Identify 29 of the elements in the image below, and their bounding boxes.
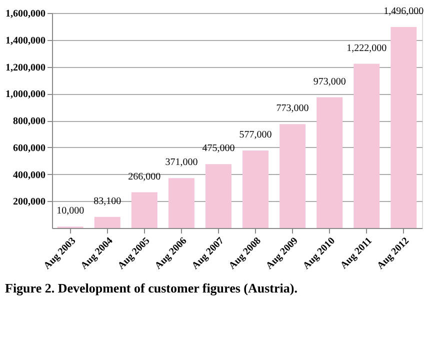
bar — [280, 124, 306, 228]
data-label: 371,000 — [165, 157, 198, 168]
data-label: 10,000 — [56, 206, 84, 217]
bar — [205, 164, 232, 228]
y-tick-label: 800,000 — [13, 116, 46, 127]
y-tick-label: 600,000 — [13, 142, 46, 154]
y-tick-label: 400,000 — [13, 170, 46, 181]
data-label: 83,100 — [94, 196, 122, 207]
data-label: 973,000 — [313, 76, 346, 88]
bar — [94, 216, 120, 228]
x-tick-label: Aug 2011 — [338, 236, 374, 272]
bar — [354, 64, 380, 228]
bar — [242, 150, 269, 228]
data-label: 577,000 — [239, 129, 272, 140]
text: Figure 2. Development of customer figures (Austria). — [5, 280, 298, 296]
data-label: 475,000 — [202, 143, 235, 154]
data-label: 1,222,000 — [346, 42, 387, 54]
y-tick-label: 1,200,000 — [6, 62, 46, 74]
bar — [168, 178, 194, 228]
data-label: 773,000 — [276, 103, 309, 114]
bar — [390, 26, 417, 228]
data-label: 266,000 — [128, 171, 161, 182]
bar — [131, 192, 158, 228]
y-tick-label: 1,600,000 — [6, 8, 46, 20]
y-tick-label: 200,000 — [13, 196, 46, 208]
y-tick-label: 1,400,000 — [6, 35, 46, 46]
data-label: 1,496,000 — [384, 6, 424, 17]
bar — [316, 97, 343, 228]
y-tick-label: 1,000,000 — [6, 89, 46, 100]
